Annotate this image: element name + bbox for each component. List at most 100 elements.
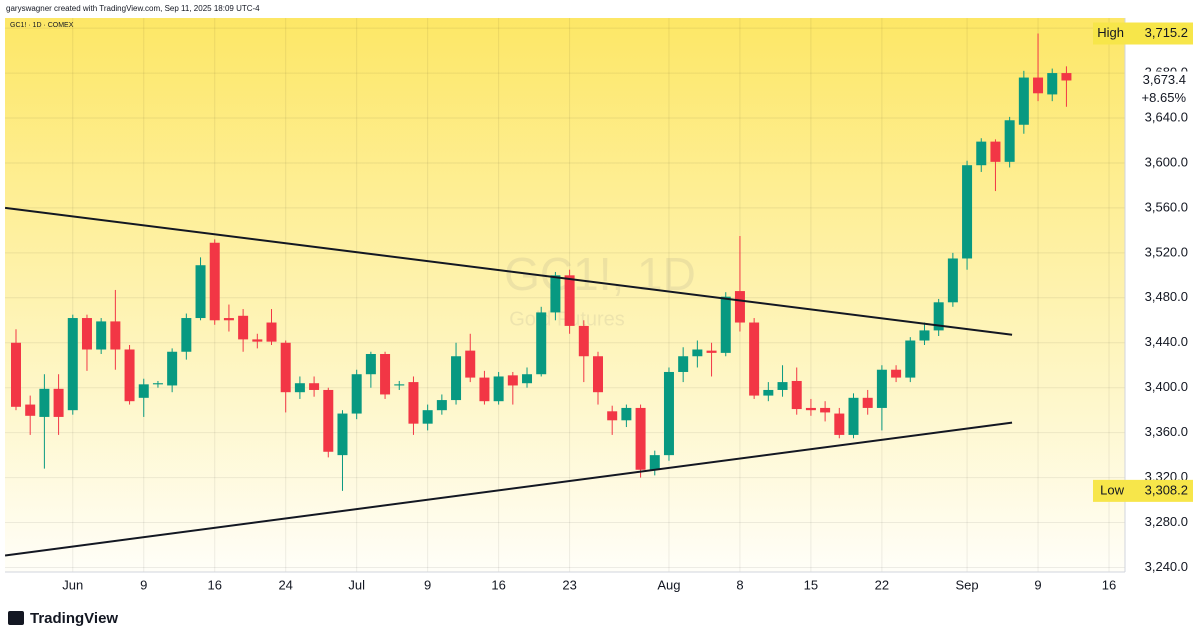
- x-tick-label: 16: [207, 577, 221, 592]
- candle-body: [195, 265, 206, 319]
- x-tick-label: 16: [491, 577, 505, 592]
- high-box: [1093, 22, 1193, 45]
- candle-body: [777, 382, 788, 390]
- candle-body: [578, 325, 589, 357]
- x-tick-label: Jun: [62, 577, 83, 592]
- candle-body: [876, 369, 887, 408]
- candle-body: [1033, 77, 1044, 94]
- candle-body: [365, 353, 376, 375]
- y-tick-label: 3,280.0: [1145, 514, 1188, 529]
- candle-body: [252, 339, 263, 342]
- x-tick-label: 16: [1102, 577, 1116, 592]
- candle-body: [280, 342, 291, 393]
- candle-body: [394, 384, 405, 386]
- candle-body: [124, 349, 135, 402]
- candle-body: [820, 407, 831, 413]
- brand-logo: [8, 611, 24, 625]
- candle-body: [309, 383, 320, 390]
- brand: TradingView: [30, 610, 118, 627]
- candle-body: [592, 356, 603, 393]
- y-tick-label: 3,480.0: [1145, 289, 1188, 304]
- candle-body: [734, 291, 745, 323]
- candle-body: [564, 275, 575, 326]
- candle-body: [138, 384, 149, 398]
- candle-body: [380, 353, 391, 395]
- y-tick-label: 3,400.0: [1145, 379, 1188, 394]
- candle-body: [266, 322, 277, 342]
- low-label: Low: [1100, 482, 1124, 497]
- last-price-badge: [1128, 71, 1192, 110]
- candle-body: [181, 318, 192, 352]
- candle-body: [536, 312, 547, 375]
- y-tick-label: 3,440.0: [1145, 334, 1188, 349]
- candle-body: [749, 322, 760, 396]
- x-tick-label: 22: [875, 577, 889, 592]
- candle-body: [848, 397, 859, 435]
- candle-body: [1004, 120, 1015, 162]
- axes: 3,240.03,280.03,320.03,360.03,400.03,440…: [5, 18, 1193, 592]
- x-tick-label: 9: [140, 577, 147, 592]
- candle-body: [167, 351, 178, 386]
- candle-body: [337, 413, 348, 456]
- candle-body: [607, 411, 618, 421]
- candles: [5, 33, 1072, 557]
- candle-body: [805, 407, 816, 411]
- candle-body: [1047, 73, 1058, 95]
- y-tick-label: 3,600.0: [1145, 154, 1188, 169]
- candle-body: [67, 318, 78, 411]
- candle-body: [1061, 73, 1072, 81]
- candle-body: [422, 410, 433, 424]
- candle-body: [294, 383, 305, 393]
- candle-body: [493, 376, 504, 402]
- x-tick-label: 15: [804, 577, 818, 592]
- candle-body: [465, 350, 476, 378]
- candle-body: [692, 349, 703, 357]
- symbol-line: GC1! · 1D · COMEX: [10, 22, 74, 29]
- low-value: 3,308.2: [1145, 482, 1188, 497]
- candle-body: [990, 141, 1001, 162]
- y-tick-label: 3,640.0: [1145, 109, 1188, 124]
- candle-body: [947, 258, 958, 303]
- candle-body: [53, 388, 64, 417]
- candle-body: [962, 165, 973, 259]
- y-tick-label: 3,240.0: [1145, 559, 1188, 574]
- low-box: [1093, 479, 1193, 502]
- high-value: 3,715.2: [1145, 25, 1188, 40]
- candle-body: [834, 413, 845, 435]
- candle-body: [238, 315, 249, 340]
- x-tick-label: 8: [736, 577, 743, 592]
- header: garyswagner created with TradingView.com…: [6, 4, 260, 13]
- grid: [5, 18, 1125, 572]
- candle-body: [451, 356, 462, 401]
- candle-body: [621, 407, 632, 421]
- candle-body: [706, 350, 717, 353]
- candle-body: [649, 455, 660, 470]
- candle-body: [25, 404, 36, 416]
- candle-body: [678, 356, 689, 372]
- candle-body: [763, 389, 774, 396]
- candle-body: [479, 377, 490, 402]
- candle-body: [152, 383, 163, 385]
- candle-body: [720, 296, 731, 353]
- candle-body: [905, 340, 916, 378]
- trendline: [5, 206, 1013, 336]
- candle-body: [663, 371, 674, 456]
- x-tick-label: Jul: [348, 577, 365, 592]
- candle-body: [81, 318, 92, 350]
- candle-body: [1018, 77, 1029, 125]
- x-tick-label: 9: [424, 577, 431, 592]
- last-price-label: 3,673.4: [1143, 72, 1186, 87]
- x-tick-label: Aug: [657, 577, 680, 592]
- x-tick-label: 9: [1034, 577, 1041, 592]
- candle-body: [110, 321, 121, 350]
- high-label: High: [1097, 25, 1124, 40]
- candle-body: [96, 321, 107, 350]
- candle-body: [891, 369, 902, 378]
- candle-body: [791, 380, 802, 410]
- candle-body: [550, 275, 561, 313]
- y-tick-label: 3,360.0: [1145, 424, 1188, 439]
- candle-body: [408, 382, 419, 424]
- y-tick-label: 3,560.0: [1145, 199, 1188, 214]
